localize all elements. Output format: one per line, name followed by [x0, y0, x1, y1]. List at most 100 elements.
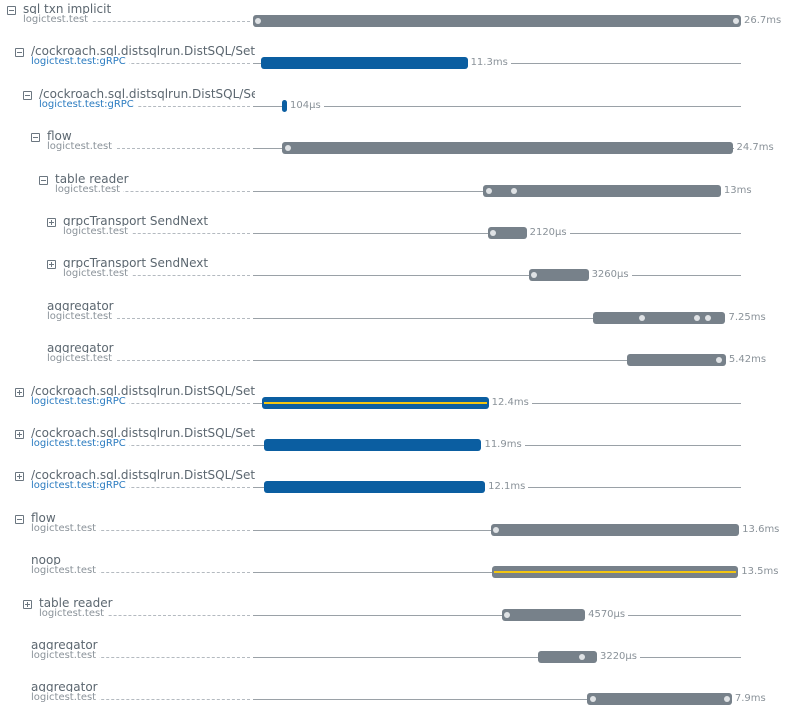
span-bar[interactable]	[587, 693, 732, 706]
span-row[interactable]: /cockroach.sql.distsqlrun.DistSQL/SetupF…	[0, 468, 786, 508]
span-row[interactable]: aggregator logictest.test 7.9ms	[0, 680, 786, 714]
event-marker[interactable]	[511, 187, 518, 194]
span-service: logictest.test	[31, 692, 100, 705]
collapse-icon[interactable]	[39, 175, 48, 185]
span-name: grpcTransport SendNext	[63, 214, 212, 228]
span-name: /cockroach.sql.distsqlrun.DistSQL/SetupF…	[31, 44, 255, 59]
span-duration: 4570µs	[585, 607, 629, 622]
span-bar[interactable]	[528, 269, 589, 282]
span-bar[interactable]	[263, 439, 482, 451]
span-bar[interactable]	[490, 523, 740, 536]
event-marker[interactable]	[732, 18, 739, 24]
connector-dashed	[79, 105, 250, 107]
yellow-log-line	[263, 401, 487, 404]
span-bar[interactable]	[491, 566, 739, 579]
event-marker[interactable]	[530, 272, 537, 279]
expand-icon[interactable]	[15, 472, 24, 482]
span-bar[interactable]	[487, 227, 527, 239]
event-marker[interactable]	[723, 696, 730, 703]
span-row[interactable]: /cockroach.sql.distsqlrun.DistSQL/SetupF…	[0, 383, 786, 424]
connector-dashed	[71, 487, 250, 489]
span-bar[interactable]	[253, 15, 741, 27]
span-bar[interactable]	[626, 354, 726, 367]
span-name: /cockroach.sql.distsqlrun.DistSQL/SetupF…	[31, 383, 255, 398]
expand-icon[interactable]	[47, 218, 56, 227]
span-duration: 5.42ms	[725, 353, 770, 368]
span-row[interactable]: flow logictest.test 24.7ms	[0, 129, 786, 169]
yellow-log-line	[493, 571, 737, 574]
span-row[interactable]: flow logictest.test 13.6ms	[0, 510, 786, 551]
span-name: aggregator	[31, 680, 101, 695]
span-service: logictest.test:gRPC	[31, 56, 129, 69]
span-row[interactable]: sql txn implicit logictest.test 26.7ms	[0, 2, 786, 42]
expand-icon[interactable]	[23, 599, 32, 609]
span-service: logictest.test	[47, 141, 116, 154]
span-duration: 7.25ms	[725, 310, 769, 325]
span-duration: 11.3ms	[467, 56, 511, 71]
event-marker[interactable]	[485, 187, 492, 194]
span-bar[interactable]	[261, 57, 468, 70]
event-marker[interactable]	[716, 357, 723, 364]
span-name: /cockroach.sql.distsqlrun.DistSQL/SetupF…	[39, 86, 255, 101]
event-marker[interactable]	[578, 654, 585, 660]
span-name: table reader	[39, 595, 116, 610]
span-bar[interactable]	[538, 651, 597, 663]
span-service: logictest.test	[63, 226, 132, 238]
span-name: aggregator	[47, 298, 117, 313]
expand-icon[interactable]	[15, 430, 24, 439]
timeline-track	[253, 360, 741, 362]
expand-icon[interactable]	[47, 260, 56, 270]
span-duration: 26.7ms	[741, 14, 785, 28]
span-row[interactable]: table reader logictest.test 13ms	[0, 171, 786, 212]
event-marker[interactable]	[705, 314, 712, 321]
collapse-icon[interactable]	[31, 133, 40, 143]
span-row[interactable]: aggregator logictest.test 5.42ms	[0, 341, 786, 381]
span-bar[interactable]	[261, 396, 489, 409]
connector-dashed	[71, 402, 250, 404]
span-duration: 7.9ms	[731, 692, 769, 707]
span-duration: 3260µs	[588, 268, 632, 283]
span-row[interactable]: grpcTransport SendNext logictest.test 2120…	[0, 214, 786, 254]
timeline-track	[253, 657, 741, 658]
span-service: logictest.test:gRPC	[31, 480, 129, 493]
span-bar[interactable]	[282, 142, 734, 155]
event-marker[interactable]	[284, 145, 291, 152]
span-name: table reader	[55, 171, 132, 186]
span-service: logictest.test:gRPC	[39, 98, 137, 111]
span-duration: 24.7ms	[733, 141, 777, 156]
span-service: logictest.test	[47, 310, 116, 323]
span-row[interactable]: /cockroach.sql.distsqlrun.DistSQL/SetupF…	[0, 426, 786, 466]
span-name: grpcTransport SendNext	[63, 256, 212, 271]
timeline-track	[253, 614, 741, 616]
span-bar[interactable]	[592, 311, 726, 324]
event-marker[interactable]	[589, 696, 596, 703]
span-service: logictest.test:gRPC	[31, 438, 129, 450]
span-row[interactable]: /cockroach.sql.distsqlrun.DistSQL/SetupF…	[0, 44, 786, 84]
expand-icon[interactable]	[15, 387, 24, 397]
event-marker[interactable]	[492, 526, 499, 533]
span-bar[interactable]	[483, 184, 721, 197]
span-service: logictest.test:gRPC	[31, 395, 129, 408]
event-marker[interactable]	[255, 18, 262, 24]
span-row[interactable]: grpcTransport SendNext logictest.test 3260…	[0, 256, 786, 296]
span-row[interactable]: table reader logictest.test 4570µs	[0, 595, 786, 636]
span-service: logictest.test	[39, 607, 108, 620]
span-row[interactable]: aggregator logictest.test 7.25ms	[0, 298, 786, 339]
connector-dashed	[71, 529, 250, 531]
event-marker[interactable]	[504, 611, 511, 618]
span-row[interactable]: noop logictest.test 13.5ms	[0, 553, 786, 593]
span-bar[interactable]	[501, 608, 586, 621]
event-marker[interactable]	[639, 314, 646, 321]
collapse-icon[interactable]	[15, 514, 24, 524]
connector-dashed	[87, 317, 250, 319]
event-marker[interactable]	[489, 230, 496, 236]
span-bar[interactable]	[263, 481, 486, 494]
span-row[interactable]: aggregator logictest.test 3220µs	[0, 638, 786, 678]
span-bar[interactable]	[282, 99, 288, 112]
event-marker[interactable]	[694, 314, 701, 321]
collapse-icon[interactable]	[7, 6, 16, 15]
collapse-icon[interactable]	[15, 48, 24, 58]
collapse-icon[interactable]	[23, 90, 32, 100]
span-duration: 12.1ms	[485, 480, 529, 495]
span-row[interactable]: /cockroach.sql.distsqlrun.DistSQL/SetupF…	[0, 86, 786, 127]
